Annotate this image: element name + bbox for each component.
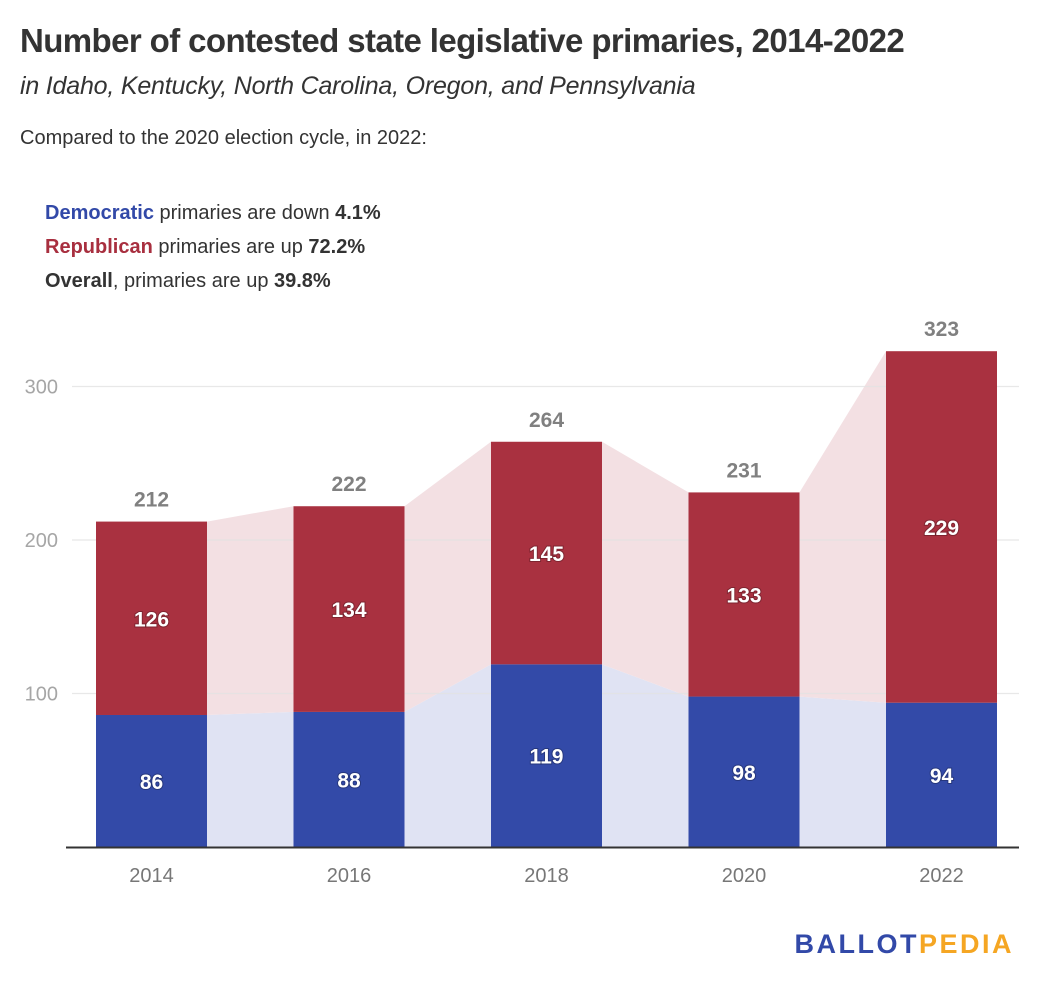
bar-republican [96, 521, 207, 715]
axes: 100 200 300 2014 2016 2018 2020 2022 [25, 377, 1019, 887]
note-republican-text: primaries are up [152, 236, 309, 258]
y-tick-label: 100 [25, 684, 58, 706]
x-tick-label: 2014 [129, 865, 174, 887]
note-democratic-label: Democratic [45, 202, 154, 224]
x-tick-label: 2020 [722, 865, 767, 887]
data-label-democratic: 86 [140, 771, 163, 794]
note-democratic: Democratic primaries are down 4.1% [45, 196, 381, 230]
bar-democratic [886, 702, 997, 847]
connecting-areas [207, 351, 886, 847]
y-tick-label: 200 [25, 530, 58, 552]
bars [96, 351, 997, 847]
note-democratic-value: 4.1% [335, 202, 381, 224]
data-label-democratic: 98 [732, 762, 756, 785]
note-democratic-text: primaries are down [153, 202, 336, 224]
note-republican: Republican primaries are up 72.2% [45, 230, 381, 264]
data-label-democratic: 119 [530, 746, 564, 769]
x-tick-label: 2016 [327, 865, 372, 887]
republican-connector-area [799, 351, 886, 703]
data-label-total: 323 [924, 318, 959, 341]
republican-connector-area [404, 441, 491, 712]
data-label-total: 212 [134, 489, 169, 512]
data-label-republican: 126 [134, 608, 169, 631]
bar-democratic [96, 714, 207, 847]
chart-title: Number of contested state legislative pr… [20, 22, 905, 59]
y-tick-label: 300 [25, 377, 58, 399]
note-overall-value: 39.8% [274, 270, 331, 292]
data-label-republican: 229 [924, 517, 959, 540]
chart-subtitle: in Idaho, Kentucky, North Carolina, Oreg… [20, 72, 696, 100]
democratic-connector-area [207, 711, 294, 847]
data-labels: 86 126 212 88 134 222 119 145 264 98 133 231 94 229 32… [133, 318, 960, 795]
note-overall: Overall, primaries are up 39.8% [45, 264, 381, 298]
bar-republican [688, 492, 800, 697]
x-tick-label: 2022 [919, 865, 964, 887]
note-republican-value: 72.2% [308, 236, 366, 258]
data-label-total: 264 [529, 409, 564, 432]
logo-ballot: BALLOT [794, 929, 919, 959]
x-tick-label: 2018 [524, 865, 569, 887]
democratic-connector-area [799, 696, 886, 847]
republican-connector-area [207, 506, 294, 715]
summary-notes: Democratic primaries are down 4.1% Repub… [45, 196, 381, 298]
logo-pedia: PEDIA [918, 929, 1014, 959]
data-label-republican: 133 [726, 584, 761, 607]
bar-republican [491, 441, 602, 665]
bar-republican [293, 506, 405, 712]
note-republican-label: Republican [45, 236, 153, 258]
data-label-total: 231 [726, 459, 761, 482]
note-overall-text: , primaries are up [112, 270, 274, 292]
note-overall-label: Overall [45, 270, 113, 292]
data-label-total: 222 [331, 473, 366, 496]
data-label-democratic: 94 [930, 765, 954, 788]
democratic-connector-area [602, 664, 689, 847]
intro-text: Compared to the 2020 election cycle, in … [20, 127, 427, 149]
bar-democratic [491, 664, 602, 847]
ballotpedia-logo: BALLOTPEDIA [794, 929, 1014, 960]
democratic-connector-area [404, 664, 491, 847]
bar-democratic [688, 696, 800, 847]
bar-democratic [293, 711, 405, 847]
bar-republican [886, 351, 997, 703]
data-label-democratic: 88 [337, 769, 361, 792]
data-label-republican: 134 [331, 599, 366, 622]
data-label-republican: 145 [529, 543, 564, 566]
republican-connector-area [602, 441, 689, 697]
